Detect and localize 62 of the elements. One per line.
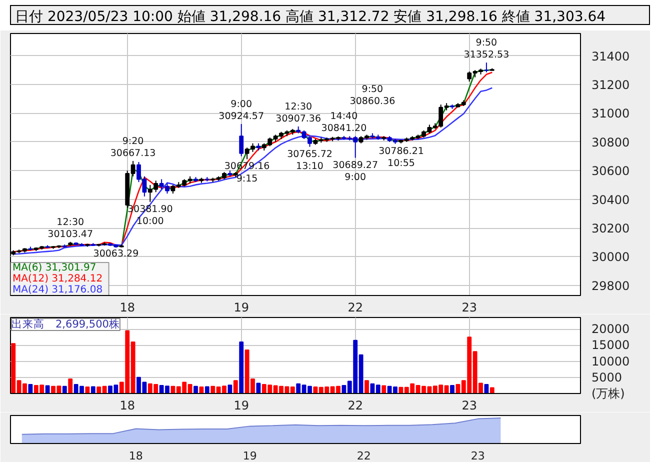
annotation: 30765.72 13:10 xyxy=(287,148,332,172)
x-tick-label: 19 xyxy=(242,450,257,462)
y-tick-label: 10000 xyxy=(592,354,630,368)
text: MA(12) 31,284.12 xyxy=(12,274,103,284)
y-tick-label: 30600 xyxy=(592,164,630,178)
bar xyxy=(490,387,494,394)
x-tick-label: 23 xyxy=(462,398,477,412)
annotation: 9:00 30924.57 xyxy=(218,98,264,122)
bar xyxy=(233,380,238,394)
bar xyxy=(204,386,210,394)
y-tick-label: 31400 xyxy=(592,49,630,64)
bar xyxy=(450,384,454,394)
chart-title: 日付 2023/05/23 10:00 始値 31,298.16 高値 31,312.72 安値 31,298.16 終値 31,303.64 xyxy=(15,8,606,27)
annotation: 30786.21 10:55 xyxy=(378,146,424,169)
series-label: MA(6) 31,301.97 xyxy=(12,262,96,274)
bar xyxy=(85,386,90,394)
bar xyxy=(62,386,67,394)
bar xyxy=(199,386,204,394)
x-tick-label: 22 xyxy=(348,398,363,412)
bar xyxy=(239,341,244,394)
x-tick-label: 18 xyxy=(120,300,135,314)
y-tick-label: 15000 xyxy=(592,338,630,352)
bar xyxy=(194,386,198,394)
text: (万株) xyxy=(592,386,625,400)
y-tick-label: 30000 xyxy=(592,250,630,264)
bar xyxy=(256,382,261,394)
x-tick-label: 18 xyxy=(128,450,143,462)
y-tick-label: 30400 xyxy=(592,192,630,207)
x-tick-label: 23 xyxy=(462,300,477,314)
annotation: 9:50 31352.53 xyxy=(464,37,510,61)
candlestick xyxy=(239,124,244,157)
bar xyxy=(90,386,96,394)
bar xyxy=(68,378,73,394)
bar xyxy=(364,380,369,394)
bar xyxy=(382,385,386,394)
annotation: 12:30 30907.36 xyxy=(276,101,322,124)
bar xyxy=(228,384,232,394)
bar xyxy=(484,384,489,394)
annotation: 12:30 30103.47 xyxy=(48,216,94,240)
annotation: 9:20 30667.13 xyxy=(110,136,156,159)
bar xyxy=(45,385,50,394)
x-tick-label: 18 xyxy=(120,398,135,412)
x-tick-label: 19 xyxy=(234,300,249,314)
y-tick-label: 31000 xyxy=(592,106,630,121)
y-tick-label: 20000 xyxy=(592,322,630,336)
y-tick-label: 30800 xyxy=(592,135,630,150)
bar xyxy=(28,384,33,394)
annotation: 30063.29 xyxy=(93,248,139,260)
y-tick-label: 31200 xyxy=(592,78,630,92)
chart-title: 出来高 2,699,500株 xyxy=(12,318,120,330)
text: MA(24) 31,176.08 xyxy=(12,284,103,296)
candlestick xyxy=(484,62,489,73)
x-tick-label: 23 xyxy=(470,450,485,462)
x-tick-label: 19 xyxy=(234,398,249,412)
annotation: 30689.27 9:00 xyxy=(332,160,378,183)
y-tick-label: 30200 xyxy=(592,222,630,236)
annotation: 14:40 30841.20 xyxy=(321,110,367,134)
x-tick-label: 22 xyxy=(356,450,371,462)
y-tick-label: 5000 xyxy=(592,370,622,384)
annotation: 9:50 30860.36 xyxy=(350,84,396,108)
x-tick-label: 22 xyxy=(348,300,363,314)
y-tick-label: 29800 xyxy=(592,278,630,293)
